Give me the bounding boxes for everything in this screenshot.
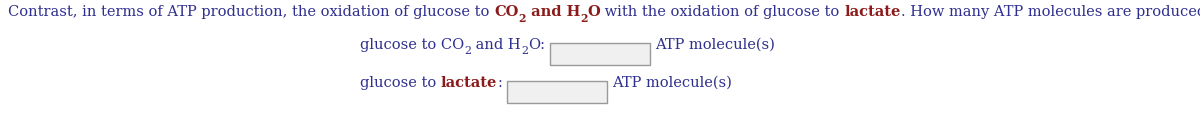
Bar [508,81,607,103]
Text: O:: O: [528,38,545,52]
Text: :: : [497,76,502,90]
Text: lactate: lactate [440,76,497,90]
Text: ATP molecule(s): ATP molecule(s) [612,76,732,90]
Text: and H: and H [472,38,521,52]
Text: 2: 2 [581,13,588,24]
Text: and H: and H [526,5,581,19]
Text: lactate: lactate [845,5,901,19]
Text: glucose to: glucose to [360,76,440,90]
Text: O: O [588,5,600,19]
Text: . How many ATP molecules are produced for each process?: . How many ATP molecules are produced fo… [901,5,1200,19]
Text: glucose to CO: glucose to CO [360,38,464,52]
Text: 2: 2 [518,13,526,24]
Text: 2: 2 [464,46,472,56]
Text: Contrast, in terms of ATP production, the oxidation of glucose to: Contrast, in terms of ATP production, th… [8,5,494,19]
Text: with the oxidation of glucose to: with the oxidation of glucose to [600,5,845,19]
Text: CO: CO [494,5,518,19]
Text: 2: 2 [521,46,528,56]
Text: ATP molecule(s): ATP molecule(s) [655,38,775,52]
Bar [550,43,650,65]
